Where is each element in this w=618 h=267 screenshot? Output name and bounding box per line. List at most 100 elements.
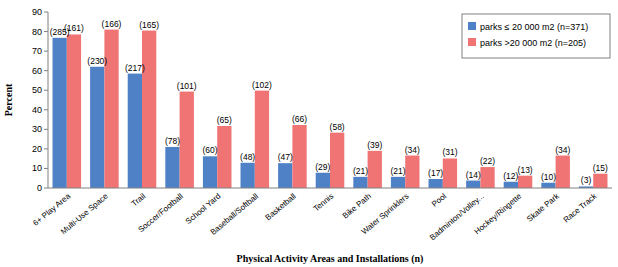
count-label: (39): [367, 140, 382, 150]
bar: [90, 67, 104, 188]
y-tick-label: 60: [32, 66, 42, 76]
count-label: (161): [64, 23, 84, 33]
count-label: (58): [330, 122, 345, 132]
count-label: (78): [165, 136, 180, 146]
bar: [541, 183, 555, 188]
y-tick: [44, 31, 48, 32]
y-tick-label: 40: [32, 105, 42, 115]
legend-label: parks >20 000 m2 (n=205): [480, 38, 586, 48]
count-label: (12): [503, 171, 518, 181]
count-label: (34): [555, 145, 570, 155]
bar: [292, 125, 306, 188]
x-tick-label: Baseball/Softball: [209, 191, 261, 236]
y-tick-label: 30: [32, 124, 42, 134]
count-label: (166): [102, 19, 122, 29]
y-tick: [44, 129, 48, 130]
bar: [255, 91, 269, 188]
bar: [104, 30, 118, 188]
bar: [593, 174, 607, 188]
bar: [278, 163, 292, 188]
x-tick-label: Water Sprinklers: [360, 192, 411, 237]
count-label: (21): [353, 166, 368, 176]
y-tick-label: 0: [37, 183, 42, 193]
count-label: (29): [315, 162, 330, 172]
bar: [217, 126, 231, 188]
count-label: (165): [139, 20, 159, 30]
count-labels: (285)(230)(217)(78)(60)(48)(47)(29)(21)(…: [50, 19, 608, 186]
bar: [353, 177, 367, 188]
x-axis-title: Physical Activity Areas and Installation…: [237, 253, 424, 265]
count-label: (31): [442, 147, 457, 157]
bar: [142, 31, 156, 188]
x-tick-label: Trail: [130, 191, 148, 208]
count-label: (102): [252, 80, 272, 90]
count-label: (17): [428, 168, 443, 178]
legend: parks ≤ 20 000 m2 (n=371) parks >20 000 m…: [462, 14, 610, 58]
x-tick-label: Bike Path: [341, 192, 373, 221]
count-label: (60): [202, 145, 217, 155]
legend-swatch: [468, 22, 476, 30]
y-tick: [44, 109, 48, 110]
bar: [330, 133, 344, 188]
y-tick-label: 50: [32, 85, 42, 95]
legend-label: parks ≤ 20 000 m2 (n=371): [480, 22, 588, 32]
count-label: (21): [390, 166, 405, 176]
bar: [443, 158, 457, 188]
y-tick-label: 80: [32, 27, 42, 37]
y-tick: [44, 12, 48, 13]
bar: [53, 38, 67, 188]
count-label: (14): [466, 170, 481, 180]
bar: [67, 34, 81, 188]
bar: [504, 182, 518, 188]
y-tick-label: 10: [32, 163, 42, 173]
count-label: (15): [593, 163, 608, 173]
x-axis: [48, 188, 612, 189]
bar: [391, 177, 405, 188]
bar: [128, 74, 142, 188]
x-tick-label: Soccer/Football: [137, 192, 186, 235]
y-tick-label: 20: [32, 144, 42, 154]
bar: [180, 92, 194, 188]
bar: [518, 176, 532, 188]
bar: [241, 163, 255, 188]
bar: [466, 181, 480, 188]
x-tick-label: Hockey/Ringette: [473, 191, 524, 236]
bar: [165, 147, 179, 188]
legend-swatch: [468, 38, 476, 46]
bar: [429, 179, 443, 188]
y-tick: [44, 188, 48, 189]
count-label: (22): [480, 156, 495, 166]
y-tick: [44, 148, 48, 149]
x-tick-label: Basketball: [264, 192, 298, 223]
x-tick-label: Race Track: [562, 191, 600, 225]
y-tick: [44, 168, 48, 169]
x-tick-label: Pool: [430, 191, 448, 208]
count-label: (3): [581, 175, 592, 185]
y-axis-title: Percent: [3, 83, 14, 116]
y-tick: [44, 90, 48, 91]
x-tick-label: Tennis: [312, 192, 335, 214]
chart: 0102030405060708090(285)(230)(217)(78)(6…: [0, 0, 618, 267]
count-label: (47): [278, 152, 293, 162]
count-label: (65): [217, 115, 232, 125]
count-label: (230): [87, 56, 107, 66]
legend-box: [462, 14, 610, 58]
count-label: (101): [177, 81, 197, 91]
bar: [480, 167, 494, 188]
bar: [405, 156, 419, 188]
bar: [203, 156, 217, 188]
bar: [368, 151, 382, 188]
count-label: (217): [125, 63, 145, 73]
y-tick: [44, 51, 48, 52]
y-tick-label: 90: [32, 7, 42, 17]
count-label: (34): [405, 145, 420, 155]
x-tick-label: Multi-Use Space: [59, 191, 110, 236]
x-tick-label: Skate Park: [525, 191, 562, 224]
count-label: (48): [240, 152, 255, 162]
bar: [556, 156, 570, 188]
bar: [316, 173, 330, 188]
y-tick-label: 70: [32, 46, 42, 56]
y-axis: [48, 12, 49, 188]
x-tick-label: School Yard: [184, 192, 223, 226]
count-label: (13): [518, 165, 533, 175]
